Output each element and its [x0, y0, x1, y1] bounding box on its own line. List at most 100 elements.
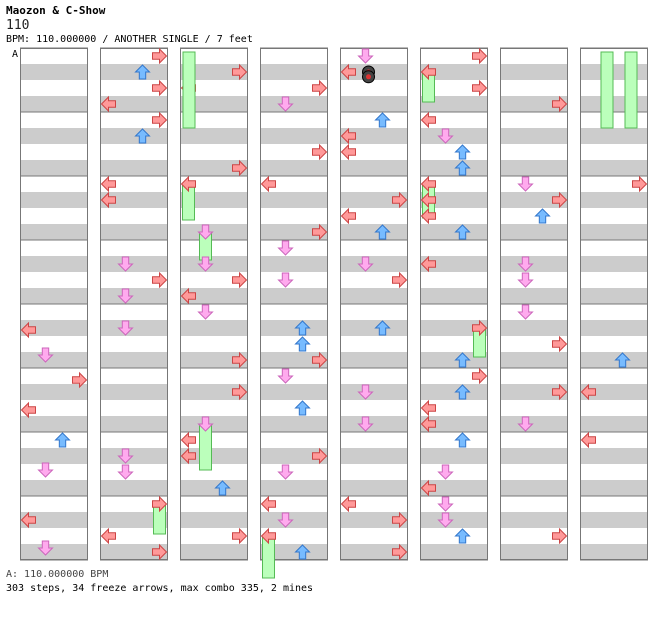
step-arrow-right [232, 383, 248, 401]
step-arrow-up [454, 528, 471, 544]
song-artist: Maozon & C-Show [6, 4, 106, 17]
step-arrow-left [20, 401, 36, 419]
step-arrow-down [437, 464, 454, 480]
step-arrow-right [152, 271, 168, 289]
step-arrow-right [552, 335, 568, 353]
step-arrow-left [180, 287, 196, 305]
step-arrow-up [294, 544, 311, 560]
step-arrow-left [340, 143, 356, 161]
step-arrow-right [472, 47, 488, 65]
freeze-arrow [182, 51, 196, 129]
step-arrow-right [392, 191, 408, 209]
step-arrow-up [294, 336, 311, 352]
step-arrow-up [214, 480, 231, 496]
step-arrow-left [420, 207, 436, 225]
chart-columns [20, 47, 648, 579]
step-arrow-right [312, 223, 328, 241]
step-arrow-left [180, 447, 196, 465]
step-arrow-left [420, 399, 436, 417]
step-arrow-down [37, 462, 54, 478]
step-arrow-up [294, 320, 311, 336]
step-arrow-up [534, 208, 551, 224]
step-arrow-left [580, 431, 596, 449]
step-stats: 303 steps, 34 freeze arrows, max combo 3… [6, 583, 314, 594]
step-arrow-down [37, 540, 54, 556]
chart-column [180, 47, 248, 561]
step-arrow-down [117, 256, 134, 272]
step-arrow-left [420, 175, 436, 193]
step-arrow-up [454, 160, 471, 176]
step-arrow-right [392, 543, 408, 561]
step-arrow-left [340, 127, 356, 145]
step-arrow-down [197, 224, 214, 240]
step-arrow-down [277, 240, 294, 256]
step-arrow-left [420, 479, 436, 497]
step-arrow-down [357, 384, 374, 400]
step-arrow-down [117, 464, 134, 480]
bpm-summary: A: 110.000000 BPM [6, 569, 109, 580]
step-arrow-right [552, 527, 568, 545]
step-arrow-left [420, 255, 436, 273]
step-arrow-down [517, 176, 534, 192]
step-arrow-down [517, 272, 534, 288]
step-arrow-down [197, 304, 214, 320]
chart-footer: A: 110.000000 BPM 303 steps, 34 freeze a… [6, 568, 313, 596]
chart-column [420, 47, 488, 561]
step-arrow-right [232, 271, 248, 289]
chart-column [260, 47, 328, 561]
step-arrow-right [232, 527, 248, 545]
step-arrow-left [20, 511, 36, 529]
step-arrow-right [72, 371, 88, 389]
step-arrow-down [117, 320, 134, 336]
step-arrow-up [614, 352, 631, 368]
step-arrow-left [100, 527, 116, 545]
step-arrow-down [437, 496, 454, 512]
step-arrow-up [454, 144, 471, 160]
step-arrow-up [54, 432, 71, 448]
step-arrow-down [357, 256, 374, 272]
chart-column [100, 47, 168, 561]
freeze-arrow [600, 51, 614, 129]
chart-column [340, 47, 408, 561]
chart-column [580, 47, 648, 561]
step-arrow-down [277, 368, 294, 384]
step-arrow-up [294, 400, 311, 416]
step-arrow-right [152, 543, 168, 561]
step-arrow-right [552, 191, 568, 209]
step-arrow-right [472, 79, 488, 97]
step-arrow-down [117, 448, 134, 464]
step-arrow-up [374, 112, 391, 128]
section-marker: A [12, 49, 18, 60]
song-header: Maozon & C-Show 110 BPM: 110.000000 / AN… [6, 4, 253, 46]
step-arrow-left [340, 207, 356, 225]
step-arrow-left [340, 495, 356, 513]
step-arrow-left [20, 321, 36, 339]
step-arrow-left [260, 495, 276, 513]
step-arrow-right [312, 79, 328, 97]
step-arrow-down [517, 256, 534, 272]
step-arrow-down [277, 464, 294, 480]
step-arrow-left [100, 175, 116, 193]
step-arrow-down [277, 96, 294, 112]
step-arrow-down [277, 512, 294, 528]
step-arrow-up [134, 64, 151, 80]
step-arrow-up [454, 352, 471, 368]
step-arrow-up [374, 320, 391, 336]
step-arrow-left [420, 63, 436, 81]
step-arrow-right [472, 367, 488, 385]
step-arrow-right [232, 351, 248, 369]
step-arrow-left [100, 95, 116, 113]
step-arrow-left [340, 63, 356, 81]
step-arrow-right [232, 159, 248, 177]
chart-column [20, 47, 88, 561]
step-arrow-down [277, 272, 294, 288]
step-arrow-up [454, 432, 471, 448]
step-arrow-down [37, 347, 54, 363]
step-arrow-down [357, 48, 374, 64]
step-arrow-right [152, 79, 168, 97]
step-arrow-right [632, 175, 648, 193]
step-arrow-down [357, 416, 374, 432]
freeze-arrow [624, 51, 638, 129]
step-arrow-down [117, 288, 134, 304]
step-arrow-left [180, 431, 196, 449]
